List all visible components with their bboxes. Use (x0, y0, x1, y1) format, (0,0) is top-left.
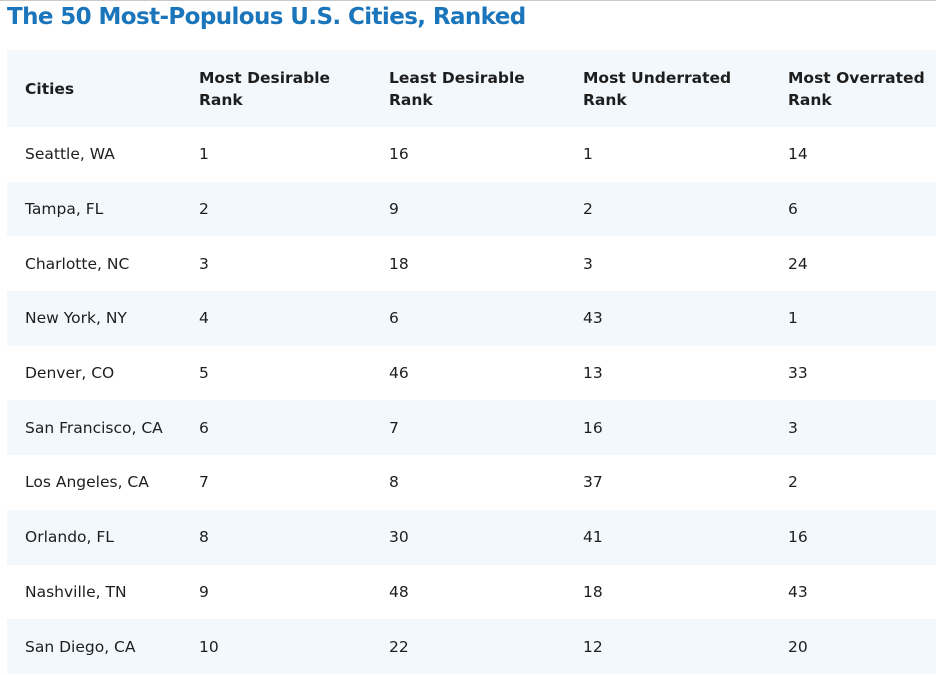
most-overrated-rank-cell: 16 (770, 509, 936, 565)
city-cell: Denver, CO (7, 345, 181, 401)
city-cell: Tampa, FL (7, 181, 181, 237)
column-header-least-desirable-rank: Least Desirable Rank (371, 50, 565, 127)
most-underrated-rank-cell: 41 (565, 509, 770, 565)
most-underrated-rank-cell: 2 (565, 181, 770, 237)
table-body: Seattle, WA 1 16 1 14 Tampa, FL 2 9 2 6 … (7, 127, 936, 674)
most-desirable-rank-cell: 7 (181, 455, 371, 510)
page-title: The 50 Most-Populous U.S. Cities, Ranked (7, 4, 526, 30)
city-cell: Nashville, TN (7, 564, 181, 620)
table-row: Charlotte, NC 3 18 3 24 (7, 236, 936, 292)
most-overrated-rank-cell: 33 (770, 345, 936, 401)
most-underrated-rank-cell: 12 (565, 619, 770, 674)
table-row: Tampa, FL 2 9 2 6 (7, 181, 936, 237)
most-desirable-rank-cell: 4 (181, 291, 371, 346)
most-desirable-rank-cell: 1 (181, 127, 371, 182)
most-overrated-rank-cell: 14 (770, 127, 936, 182)
most-underrated-rank-cell: 13 (565, 345, 770, 401)
least-desirable-rank-cell: 9 (371, 181, 565, 237)
most-desirable-rank-cell: 6 (181, 400, 371, 456)
table-row: Denver, CO 5 46 13 33 (7, 345, 936, 401)
most-underrated-rank-cell: 18 (565, 564, 770, 620)
column-header-most-overrated-rank: Most Overrated Rank (770, 50, 936, 127)
most-desirable-rank-cell: 3 (181, 236, 371, 292)
column-header-most-underrated-rank: Most Underrated Rank (565, 50, 770, 127)
city-cell: New York, NY (7, 291, 181, 346)
most-underrated-rank-cell: 37 (565, 455, 770, 510)
most-overrated-rank-cell: 43 (770, 564, 936, 620)
least-desirable-rank-cell: 48 (371, 564, 565, 620)
city-cell: San Francisco, CA (7, 400, 181, 456)
column-header-most-desirable-rank: Most Desirable Rank (181, 50, 371, 127)
most-desirable-rank-cell: 9 (181, 564, 371, 620)
least-desirable-rank-cell: 18 (371, 236, 565, 292)
city-cell: Orlando, FL (7, 509, 181, 565)
most-overrated-rank-cell: 6 (770, 181, 936, 237)
most-overrated-rank-cell: 20 (770, 619, 936, 674)
least-desirable-rank-cell: 22 (371, 619, 565, 674)
most-desirable-rank-cell: 5 (181, 345, 371, 401)
most-underrated-rank-cell: 1 (565, 127, 770, 182)
table-row: Orlando, FL 8 30 41 16 (7, 509, 936, 565)
city-cell: San Diego, CA (7, 619, 181, 674)
table-row: Los Angeles, CA 7 8 37 2 (7, 455, 936, 510)
header-row: Cities Most Desirable Rank Least Desirab… (7, 50, 936, 127)
least-desirable-rank-cell: 16 (371, 127, 565, 182)
table-row: San Diego, CA 10 22 12 20 (7, 619, 936, 674)
most-overrated-rank-cell: 24 (770, 236, 936, 292)
table-row: Seattle, WA 1 16 1 14 (7, 127, 936, 182)
least-desirable-rank-cell: 30 (371, 509, 565, 565)
most-overrated-rank-cell: 3 (770, 400, 936, 456)
city-rankings-table: Cities Most Desirable Rank Least Desirab… (7, 50, 936, 674)
most-underrated-rank-cell: 43 (565, 291, 770, 346)
city-cell: Los Angeles, CA (7, 455, 181, 510)
table-header: Cities Most Desirable Rank Least Desirab… (7, 50, 936, 127)
least-desirable-rank-cell: 6 (371, 291, 565, 346)
city-cell: Seattle, WA (7, 127, 181, 182)
table-row: Nashville, TN 9 48 18 43 (7, 564, 936, 620)
table-row: San Francisco, CA 6 7 16 3 (7, 400, 936, 456)
least-desirable-rank-cell: 8 (371, 455, 565, 510)
column-header-cities: Cities (7, 50, 181, 127)
most-desirable-rank-cell: 10 (181, 619, 371, 674)
least-desirable-rank-cell: 7 (371, 400, 565, 456)
most-desirable-rank-cell: 8 (181, 509, 371, 565)
most-underrated-rank-cell: 16 (565, 400, 770, 456)
most-underrated-rank-cell: 3 (565, 236, 770, 292)
table-row: New York, NY 4 6 43 1 (7, 291, 936, 346)
top-divider (0, 0, 936, 1)
city-cell: Charlotte, NC (7, 236, 181, 292)
most-overrated-rank-cell: 2 (770, 455, 936, 510)
most-desirable-rank-cell: 2 (181, 181, 371, 237)
most-overrated-rank-cell: 1 (770, 291, 936, 346)
least-desirable-rank-cell: 46 (371, 345, 565, 401)
